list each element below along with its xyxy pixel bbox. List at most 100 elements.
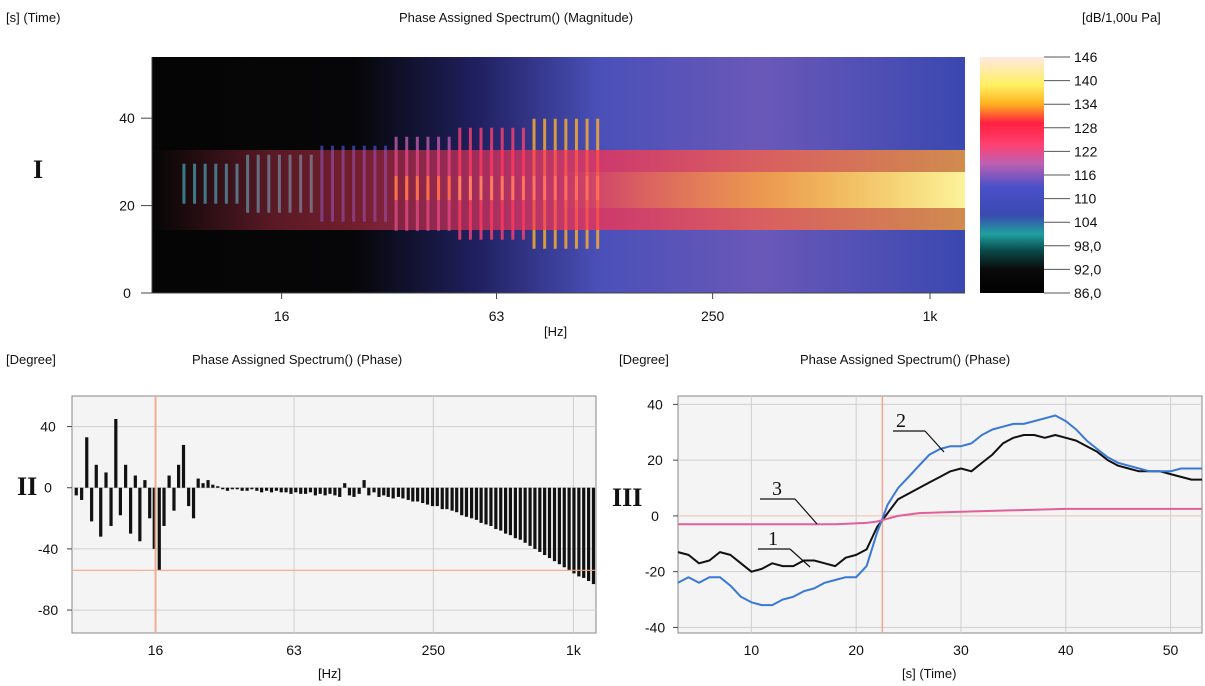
phase-freq-bar bbox=[425, 487, 430, 505]
colorbar-tick-label: 116 bbox=[1074, 167, 1097, 183]
phase-freq-bar bbox=[250, 487, 254, 490]
phase-freq-bar bbox=[80, 487, 84, 500]
phase-freq-bar bbox=[143, 480, 147, 488]
phase-freq-bar bbox=[416, 487, 420, 502]
phase-freq-bar bbox=[494, 487, 498, 530]
spectrogram-y-tick-label: 20 bbox=[119, 198, 135, 214]
phase-freq-bar bbox=[313, 487, 317, 496]
phase-freq-bar bbox=[567, 487, 571, 571]
phase-freq-bar bbox=[303, 487, 308, 494]
phase-freq-y-ticks: 40 0 -40 -80 bbox=[38, 419, 72, 618]
annotation-1: 1 bbox=[768, 528, 778, 550]
phase-time-y-tick-label: -20 bbox=[645, 564, 665, 580]
phase-freq-bar bbox=[279, 487, 283, 493]
colorbar-tick-label: 134 bbox=[1074, 96, 1098, 112]
phase-freq-bar bbox=[499, 487, 503, 531]
phase-freq-bar bbox=[421, 487, 425, 504]
phase-freq-bar bbox=[225, 487, 230, 491]
phase-freq-bar bbox=[191, 487, 196, 519]
phase-freq-x-tick-label: 63 bbox=[286, 642, 302, 658]
phase-freq-bar bbox=[90, 487, 94, 522]
phase-freq-bar bbox=[167, 475, 171, 488]
phase-freq-x-axis-label: [Hz] bbox=[318, 666, 342, 681]
phase-freq-bar bbox=[230, 487, 234, 490]
spectrogram-x-tick-label: 16 bbox=[274, 308, 290, 324]
phase-freq-bar bbox=[406, 487, 410, 500]
phase-freq-bar bbox=[245, 487, 249, 491]
spectrogram-hot-core bbox=[560, 172, 965, 208]
phase-freq-cursor bbox=[72, 396, 596, 633]
colorbar-tick-label: 92,0 bbox=[1074, 261, 1101, 277]
phase-freq-bar bbox=[543, 487, 547, 556]
phase-freq-bar bbox=[99, 487, 103, 537]
annotation-3: 3 bbox=[772, 478, 782, 500]
phase-freq-bar bbox=[201, 483, 205, 488]
phase-freq-bar bbox=[74, 487, 78, 496]
colorbar-tick-label: 146 bbox=[1074, 49, 1098, 65]
phase-time-series-2-line bbox=[677, 414, 1202, 607]
annotation-2-pointer bbox=[924, 430, 945, 453]
colorbar-ticks: 146 140 134 128 122 116 110 104 98,0 92,0 86,0 bbox=[1044, 49, 1101, 301]
colorbar-tick-label: 104 bbox=[1074, 214, 1098, 230]
phase-freq-bar bbox=[157, 487, 161, 571]
curve-annotations: 3 1 2 bbox=[758, 410, 945, 568]
phase-freq-bar bbox=[138, 487, 142, 542]
phase-time-title: Phase Assigned Spectrum() (Phase) bbox=[800, 352, 1011, 367]
phase-freq-bar bbox=[552, 487, 557, 562]
phase-freq-bar bbox=[440, 487, 444, 510]
phase-freq-bar bbox=[94, 464, 98, 488]
annotation-3-pointer bbox=[794, 498, 818, 525]
panel-roman-iii: III bbox=[612, 483, 643, 512]
spectrogram-plot bbox=[151, 57, 965, 294]
phase-freq-bar bbox=[562, 487, 566, 568]
phase-freq-x-tick-label: 250 bbox=[422, 642, 446, 658]
colorbar-tick-label: 98,0 bbox=[1074, 238, 1101, 254]
colorbar-tick-label: 110 bbox=[1074, 191, 1097, 207]
phase-freq-bar bbox=[372, 487, 376, 493]
phase-freq-bar bbox=[128, 487, 133, 534]
phase-freq-bar bbox=[264, 487, 269, 491]
phase-freq-bar bbox=[181, 444, 186, 488]
phase-freq-bar bbox=[450, 487, 454, 511]
colorbar bbox=[980, 57, 1044, 293]
phase-freq-bar bbox=[508, 487, 513, 536]
phase-freq-bar bbox=[538, 487, 542, 552]
phase-freq-bar bbox=[152, 487, 156, 549]
phase-freq-y-axis-label: [Degree] bbox=[6, 352, 56, 367]
phase-freq-bar bbox=[577, 487, 581, 577]
phase-freq-bar bbox=[513, 487, 517, 539]
panel-roman-ii: II bbox=[17, 472, 38, 501]
phase-time-x-tick-label: 40 bbox=[1058, 642, 1074, 658]
phase-freq-bar bbox=[124, 464, 128, 488]
colorbar-tick-label: 140 bbox=[1074, 73, 1098, 89]
phase-freq-bar bbox=[177, 464, 181, 488]
phase-freq-y-tick-label: 0 bbox=[44, 480, 52, 496]
phase-freq-bar bbox=[284, 487, 288, 493]
phase-freq-bar bbox=[118, 487, 122, 516]
spectrogram-x-tick-label: 63 bbox=[489, 308, 505, 324]
phase-time-lines bbox=[677, 414, 1202, 607]
phase-freq-bar bbox=[528, 487, 532, 546]
phase-time-y-ticks: 40 20 0 -20 -40 bbox=[645, 396, 678, 635]
phase-freq-plot bbox=[71, 395, 597, 634]
colorbar-tick-label: 128 bbox=[1074, 120, 1098, 136]
phase-freq-y-tick-label: 40 bbox=[40, 419, 56, 435]
phase-time-y-tick-label: 0 bbox=[651, 508, 659, 524]
spectrogram-x-axis-label: [Hz] bbox=[544, 324, 568, 339]
phase-time-y-tick-label: 20 bbox=[647, 452, 663, 468]
spectrogram-x-tick-label: 250 bbox=[701, 308, 725, 324]
phase-freq-bar bbox=[148, 487, 152, 519]
phase-freq-bar bbox=[104, 472, 108, 488]
phase-freq-bar bbox=[503, 487, 508, 534]
phase-freq-bar bbox=[523, 487, 527, 543]
phase-freq-bar bbox=[377, 487, 381, 497]
phase-time-x-tick-label: 50 bbox=[1163, 642, 1179, 658]
annotation-2: 2 bbox=[896, 410, 906, 432]
phase-freq-bar bbox=[411, 487, 415, 502]
phase-freq-x-tick-label: 16 bbox=[148, 642, 164, 658]
annotation-1-pointer bbox=[789, 548, 811, 568]
colorbar-tick-label: 122 bbox=[1074, 143, 1098, 159]
phase-freq-bar bbox=[435, 487, 439, 507]
phase-time-series-3-line bbox=[678, 507, 1202, 526]
spectrogram-title: Phase Assigned Spectrum() (Magnitude) bbox=[399, 10, 634, 25]
